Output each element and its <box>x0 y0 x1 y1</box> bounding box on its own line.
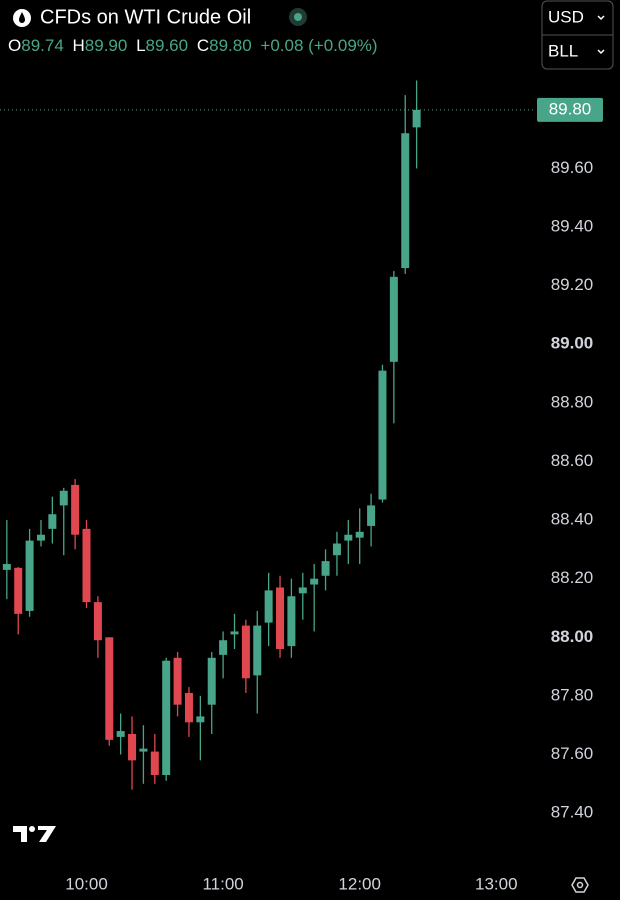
settings-hex[interactable] <box>571 877 589 893</box>
candle-body <box>264 590 273 623</box>
x-tick-label: 11:00 <box>202 874 243 893</box>
chart-title: CFDs on WTI Crude Oil <box>40 6 251 28</box>
y-tick-label: 88.20 <box>551 568 594 587</box>
candle-body <box>241 625 250 679</box>
logo <box>13 826 56 842</box>
y-tick-label: 88.00 <box>551 627 594 646</box>
candle-body <box>355 531 364 538</box>
candle-body <box>184 692 193 723</box>
candle-body <box>71 484 80 535</box>
candle-body <box>276 587 285 650</box>
drop-icon <box>19 12 25 23</box>
plot: 87.40 87.60 87.80 88.00 88.20 88.40 88.60 88.80… <box>0 80 603 893</box>
y-tick-label: 87.40 <box>551 803 594 822</box>
chevron <box>597 15 605 21</box>
logo-part <box>29 826 35 832</box>
currency-selector[interactable]: USD <box>548 7 584 26</box>
candle-body <box>219 640 228 655</box>
candle-body <box>332 543 341 556</box>
change: +0.08 (+0.09%) <box>260 36 377 55</box>
candle-body <box>25 540 34 611</box>
settings-icon[interactable] <box>571 877 589 893</box>
candle-body <box>139 748 148 752</box>
last-price-label: 89.80 <box>549 99 592 118</box>
ohlc-key: C <box>197 36 209 55</box>
candle-body <box>344 534 353 541</box>
logo-part <box>38 826 56 842</box>
candle-body <box>412 109 421 128</box>
y-tick-label: 89.60 <box>551 158 594 177</box>
candle-body <box>128 733 137 761</box>
ohlc-value: 89.90 <box>85 36 128 55</box>
candle-body <box>93 602 102 641</box>
y-tick-label: 88.80 <box>551 392 594 411</box>
y-tick-label: 87.80 <box>551 685 594 704</box>
candle-body <box>173 657 182 705</box>
candle-body <box>59 490 68 506</box>
y-tick-label: 88.60 <box>551 451 594 470</box>
settings-dot[interactable] <box>576 881 584 889</box>
ohlc-key: O <box>8 36 21 55</box>
last-price-box <box>537 97 603 122</box>
candle-body <box>2 564 11 570</box>
unit-selector[interactable]: BLL <box>548 41 578 60</box>
candle-body <box>48 514 57 529</box>
candle-body <box>14 567 23 614</box>
logo-part <box>13 826 27 842</box>
candle-body <box>116 731 125 737</box>
candle-body <box>150 751 159 776</box>
candle-body <box>162 660 171 776</box>
y-tick-label: 89.00 <box>551 334 594 353</box>
candle-body <box>287 596 296 647</box>
ohlc-value: 89.74 <box>21 36 64 55</box>
candle-body <box>401 133 410 269</box>
candle-body <box>207 657 216 705</box>
y-tick-label: 88.40 <box>551 510 594 529</box>
candle-body <box>321 561 330 576</box>
ohlc-legend: O89.74 H89.90 L89.60 C89.80 +0.08 (+0.09… <box>8 36 378 55</box>
candle-body <box>230 631 239 635</box>
y-tick-label: 89.20 <box>551 275 594 294</box>
ohlc-key: L <box>136 36 145 55</box>
x-tick-label: 12:00 <box>338 874 381 893</box>
candle-body <box>310 578 319 585</box>
candle-body <box>36 534 45 541</box>
candle-body <box>82 528 91 603</box>
chevron <box>597 49 605 55</box>
candle-body <box>367 505 376 526</box>
candle-body <box>378 370 387 500</box>
candle-body <box>253 625 262 676</box>
x-tick-label: 10:00 <box>65 874 108 893</box>
y-tick-label: 87.60 <box>551 744 594 763</box>
y-tick-label: 89.40 <box>551 217 594 236</box>
ohlc-key: H <box>73 36 85 55</box>
candle-body <box>298 587 307 594</box>
ohlc-value: 89.60 <box>146 36 189 55</box>
candle-body <box>105 637 114 740</box>
candle-body <box>196 716 205 723</box>
ohlc-value: 89.80 <box>209 36 252 55</box>
status-dot <box>294 13 302 21</box>
candle-body <box>389 276 398 362</box>
x-tick-label: 13:00 <box>475 874 518 893</box>
